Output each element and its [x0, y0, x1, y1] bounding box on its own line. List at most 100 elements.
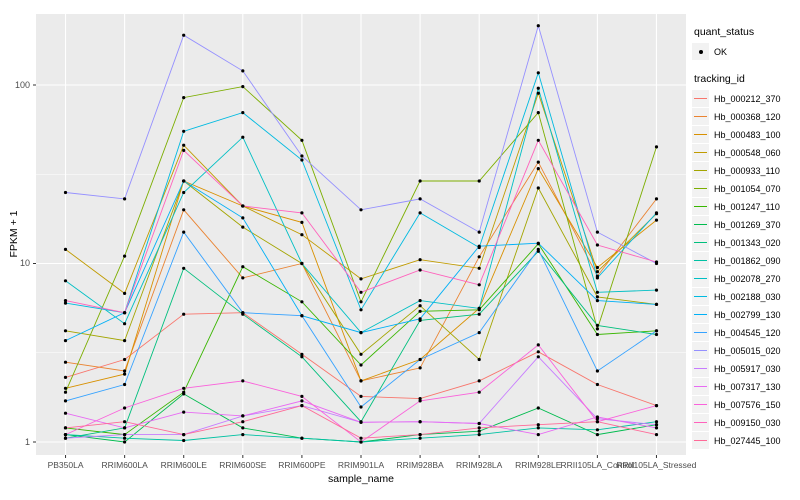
legend-item-label: Hb_007317_130 [714, 381, 781, 392]
legend-item-label: Hb_005917_030 [714, 363, 781, 374]
data-point [536, 406, 540, 410]
data-point [182, 438, 186, 443]
data-point [477, 433, 481, 437]
legend-item-label: Hb_007576_150 [714, 399, 781, 410]
legend-key-box [692, 306, 709, 323]
legend-item-label: Hb_002078_270 [714, 273, 781, 284]
legend-key-box [692, 126, 709, 143]
legend-item-Hb_000548_060: Hb_000548_060 [692, 144, 798, 161]
y-tick-label: 100 [14, 79, 30, 90]
data-point [595, 327, 600, 331]
legend-item-Hb_009150_030: Hb_009150_030 [692, 414, 798, 431]
data-point [418, 397, 422, 401]
legend-item-label: Hb_000483_100 [714, 129, 781, 140]
legend-line-swatch [694, 259, 707, 262]
legend-spacer [692, 61, 798, 73]
data-point [595, 230, 600, 234]
legend-line-swatch [694, 421, 707, 424]
data-point [536, 241, 540, 245]
legend-line-swatch [694, 223, 707, 226]
data-point [123, 436, 127, 440]
legend-item-ok: OK [692, 43, 798, 60]
legend-item-Hb_005015_020: Hb_005015_020 [692, 342, 798, 359]
data-point [123, 254, 127, 258]
data-point [359, 394, 363, 398]
data-point [477, 306, 481, 310]
legend-key-box [692, 162, 709, 179]
data-point [123, 197, 127, 201]
data-point [595, 415, 600, 419]
x-tick-label: RRIM600SE [219, 460, 267, 470]
data-point [123, 369, 127, 373]
legend-item-label: Hb_009150_030 [714, 417, 781, 428]
legend-item-label: Hb_004545_120 [714, 327, 781, 338]
legend-item-Hb_002188_030: Hb_002188_030 [692, 288, 798, 305]
legend-item-label: Hb_000933_110 [714, 165, 780, 176]
data-point [123, 291, 127, 295]
data-point [536, 86, 540, 90]
data-point [595, 299, 600, 303]
data-point [477, 390, 481, 394]
data-point [63, 390, 68, 394]
data-point [477, 179, 481, 183]
data-point [182, 208, 186, 212]
data-point [300, 436, 304, 440]
data-point [123, 382, 127, 387]
data-point [300, 233, 304, 237]
data-point [241, 135, 245, 139]
legend-item-label: Hb_027445_100 [714, 435, 781, 446]
data-point [654, 404, 659, 408]
legend-line-swatch [694, 187, 707, 190]
data-point [477, 312, 481, 316]
data-point [595, 420, 600, 424]
data-point [595, 323, 600, 327]
data-point [418, 317, 422, 321]
legend-line-swatch [694, 349, 707, 352]
legend-line-swatch [694, 367, 707, 370]
data-point [123, 440, 127, 444]
data-point [536, 167, 540, 171]
data-point [359, 405, 363, 409]
data-point [359, 420, 363, 424]
y-tick-label: 10 [19, 258, 30, 268]
data-point [63, 436, 68, 440]
data-point [123, 426, 127, 430]
data-point [595, 270, 600, 274]
data-point [418, 258, 422, 262]
data-point [300, 314, 304, 318]
legend-item-label: Hb_005015_020 [714, 345, 781, 356]
data-point [241, 276, 245, 280]
data-point [536, 426, 540, 430]
legend-line-swatch [694, 439, 707, 442]
legend-item-label: OK [714, 46, 728, 57]
legend-line-swatch [694, 385, 707, 388]
data-point [477, 379, 481, 383]
data-point [418, 420, 422, 424]
data-point [477, 230, 481, 234]
data-point [418, 268, 422, 272]
data-point [418, 366, 422, 370]
legend-key-box [692, 252, 709, 269]
data-point [536, 138, 540, 142]
legend-item-label: Hb_000368_120 [714, 111, 781, 122]
data-point [241, 414, 245, 418]
data-point [182, 433, 186, 437]
legend-item-label: Hb_002188_030 [714, 291, 781, 302]
x-tick-label: RRIM600LE [160, 460, 207, 470]
data-point [654, 426, 659, 430]
data-point [182, 230, 186, 234]
legend-key-box [692, 414, 709, 431]
legend-key-box [692, 378, 709, 395]
data-point [654, 420, 659, 424]
data-point [536, 433, 540, 437]
legend-key-box [692, 360, 709, 377]
data-point [241, 216, 245, 220]
data-point [595, 428, 600, 432]
data-point [359, 308, 363, 312]
data-point [654, 329, 659, 333]
legend-key-box [692, 234, 709, 251]
legend-line-swatch [694, 331, 707, 334]
legend-key-box [692, 288, 709, 305]
x-tick-label: RRIM901LA [337, 460, 385, 470]
data-point [182, 410, 186, 414]
